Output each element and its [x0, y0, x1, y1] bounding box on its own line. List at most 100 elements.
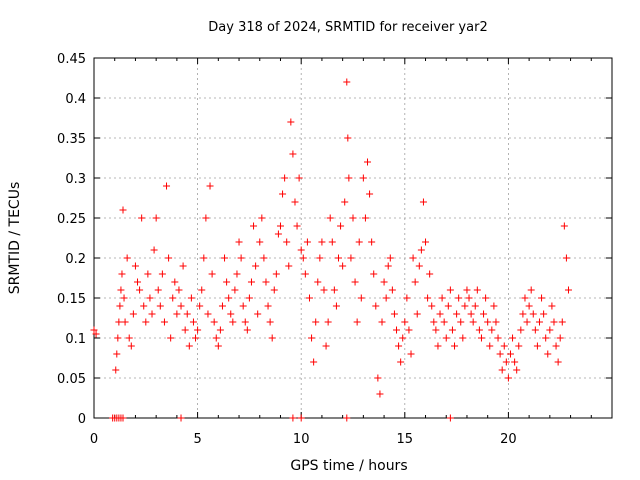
data-point — [376, 390, 384, 398]
data-point — [564, 286, 572, 294]
data-point — [446, 286, 454, 294]
data-point — [378, 318, 386, 326]
data-point — [283, 238, 291, 246]
data-point — [345, 174, 353, 182]
data-point — [343, 78, 351, 86]
data-point — [129, 310, 137, 318]
data-point — [504, 374, 512, 382]
data-point — [562, 254, 570, 262]
data-point — [527, 286, 535, 294]
data-point — [287, 118, 295, 126]
data-point — [409, 254, 417, 262]
data-point — [461, 302, 469, 310]
x-tick-label: 0 — [90, 432, 98, 447]
data-point — [119, 414, 127, 422]
data-point — [189, 318, 197, 326]
plot-frame — [93, 57, 613, 419]
data-point — [241, 318, 249, 326]
data-point — [167, 334, 175, 342]
data-point — [117, 286, 125, 294]
data-point — [194, 326, 202, 334]
data-point — [419, 198, 427, 206]
data-point — [225, 294, 233, 302]
data-point — [202, 214, 210, 222]
data-point — [455, 294, 463, 302]
y-tick-label: 0.2 — [65, 252, 86, 267]
data-point — [347, 254, 355, 262]
data-point — [299, 254, 307, 262]
y-tick-label: 0.05 — [57, 372, 86, 387]
data-point — [540, 310, 548, 318]
data-point — [272, 270, 280, 278]
data-point — [158, 270, 166, 278]
data-point — [473, 286, 481, 294]
data-point — [295, 174, 303, 182]
data-point — [490, 302, 498, 310]
data-point — [268, 334, 276, 342]
data-point — [326, 214, 334, 222]
data-point — [361, 214, 369, 222]
data-point — [118, 270, 126, 278]
data-point — [500, 342, 508, 350]
data-point — [531, 326, 539, 334]
data-point — [281, 174, 289, 182]
data-point — [233, 270, 241, 278]
data-point — [291, 198, 299, 206]
data-point — [322, 342, 330, 350]
data-point — [494, 334, 502, 342]
data-point — [177, 414, 185, 422]
data-point — [183, 310, 191, 318]
data-point — [515, 342, 523, 350]
data-point — [465, 294, 473, 302]
y-tick-label: 0.25 — [57, 212, 86, 227]
x-axis-label: GPS time / hours — [290, 458, 407, 474]
data-point — [264, 302, 272, 310]
data-point — [548, 302, 556, 310]
data-point — [144, 270, 152, 278]
data-point — [218, 302, 226, 310]
data-point — [440, 318, 448, 326]
data-point — [229, 318, 237, 326]
data-point — [328, 238, 336, 246]
data-point — [467, 310, 475, 318]
data-point — [535, 318, 543, 326]
data-point — [120, 294, 128, 302]
data-point — [349, 214, 357, 222]
data-point — [156, 302, 164, 310]
data-point — [119, 206, 127, 214]
data-point — [525, 302, 533, 310]
data-point — [519, 310, 527, 318]
data-point — [324, 318, 332, 326]
data-point — [475, 326, 483, 334]
data-point — [442, 334, 450, 342]
data-point — [289, 150, 297, 158]
axis-ticks — [93, 57, 613, 419]
data-point — [293, 222, 301, 230]
x-tick-label: 5 — [193, 432, 201, 447]
data-point — [163, 182, 171, 190]
data-point — [380, 278, 388, 286]
data-point — [192, 334, 200, 342]
data-point — [123, 254, 131, 262]
data-point — [171, 278, 179, 286]
data-point — [177, 302, 185, 310]
data-point — [187, 294, 195, 302]
data-point — [223, 278, 231, 286]
grid — [94, 58, 612, 418]
data-point — [341, 198, 349, 206]
data-point — [112, 366, 120, 374]
data-point — [550, 318, 558, 326]
data-point — [364, 158, 372, 166]
data-point — [484, 318, 492, 326]
data-point — [401, 318, 409, 326]
data-point — [254, 310, 262, 318]
data-point — [179, 262, 187, 270]
data-point — [444, 302, 452, 310]
data-point — [312, 318, 320, 326]
data-point — [498, 366, 506, 374]
data-point — [320, 286, 328, 294]
data-point — [216, 326, 224, 334]
data-point — [368, 238, 376, 246]
data-point — [434, 342, 442, 350]
data-point — [142, 318, 150, 326]
